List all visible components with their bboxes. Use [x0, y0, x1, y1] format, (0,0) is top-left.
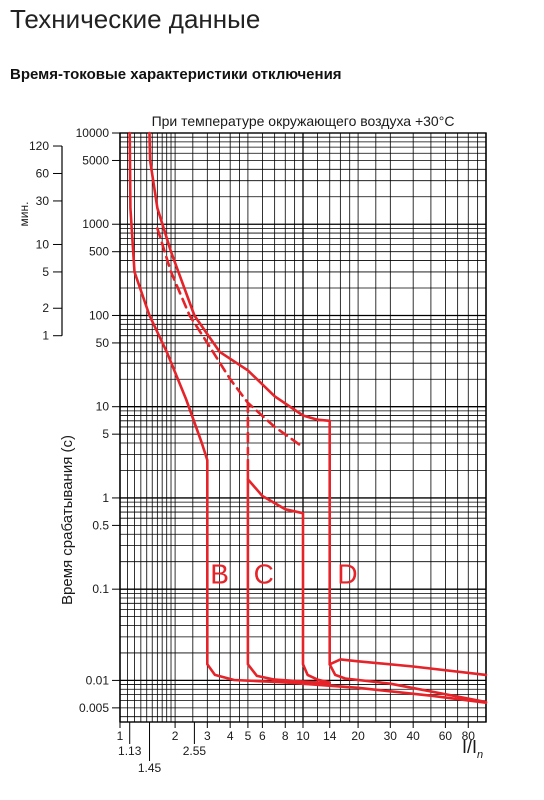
- x-tick-label: 20: [351, 729, 365, 743]
- x-tick-label: 3: [204, 729, 211, 743]
- y-axis-ticks: 10000 5000 1000 500 100 50 10 5 1 0.5 0.1 0.01 0.005: [76, 126, 120, 715]
- x-tick-label: 14: [323, 729, 337, 743]
- curves: [128, 131, 488, 704]
- y-tick-label: 0.5: [92, 518, 109, 532]
- y-tick-label: 5: [102, 427, 109, 441]
- curve-D-min: [246, 478, 331, 684]
- curve-upper: [148, 131, 488, 704]
- x-tick-label-low: 2.55: [183, 744, 207, 758]
- x-tick-label: 30: [384, 729, 398, 743]
- x-tick-label: 5: [245, 729, 252, 743]
- minutes-axis: мин. 120 60 30 10 5 2 1: [17, 139, 63, 343]
- x-axis-ticks: 1 2 3 4 5 6 8 10 14 20 30 40 60 80 1.13 1.45 2.55: [117, 722, 476, 775]
- x-axis-label-sub: n: [477, 749, 483, 761]
- curve-B-min: [128, 131, 488, 704]
- minutes-tick-label: 2: [42, 301, 49, 315]
- y-tick-label: 0.01: [86, 673, 110, 687]
- x-tick-label: 2: [172, 729, 179, 743]
- minutes-tick-label: 30: [36, 194, 50, 208]
- page-title: Технические данные: [10, 4, 261, 34]
- x-tick-label-low: 1.45: [138, 761, 162, 775]
- x-tick-label: 6: [259, 729, 266, 743]
- minutes-tick-label: 10: [36, 237, 50, 251]
- y-tick-label: 0.005: [79, 701, 109, 715]
- x-tick-label: 1: [117, 729, 124, 743]
- region-label-C: C: [254, 559, 274, 590]
- x-tick-label: 60: [439, 729, 453, 743]
- minutes-tick-label: 1: [42, 329, 49, 343]
- x-tick-label-low: 1.13: [118, 744, 142, 758]
- y-tick-label: 50: [96, 336, 110, 350]
- y-tick-label: 1: [102, 491, 109, 505]
- x-tick-label: 8: [282, 729, 289, 743]
- y-tick-label: 1000: [82, 217, 109, 231]
- chart-title-backdrop: [112, 111, 492, 130]
- y-tick-label: 500: [89, 245, 109, 259]
- x-tick-label: 4: [227, 729, 234, 743]
- y-tick-label: 5000: [82, 153, 109, 167]
- x-axis-label: I/In: [462, 737, 483, 761]
- curve-mid-dashed: [156, 227, 305, 449]
- curve-upper-tail: [328, 658, 488, 677]
- x-tick-label: 10: [296, 729, 310, 743]
- minutes-tick-label: 60: [36, 166, 50, 180]
- y-tick-label: 100: [89, 308, 109, 322]
- y-tick-label: 10: [96, 400, 110, 414]
- x-tick-label: 80: [462, 729, 476, 743]
- section-title: Время-токовые характеристики отключения: [10, 66, 342, 83]
- chart-title: При температуре окружающего воздуха +30°…: [152, 113, 455, 129]
- minutes-tick-label: 5: [42, 265, 49, 279]
- x-axis-label-text: I/I: [462, 737, 477, 757]
- x-tick-label: 40: [406, 729, 420, 743]
- curve-C-min: [246, 458, 331, 685]
- minutes-axis-label: мин.: [17, 202, 31, 227]
- y-tick-label: 10000: [76, 126, 110, 140]
- y-axis-label: Время срабатывания (с): [59, 435, 76, 605]
- region-label-D: D: [337, 559, 357, 590]
- y-tick-label: 0.1: [92, 582, 109, 596]
- region-label-B: B: [210, 559, 229, 590]
- minutes-tick-label: 120: [29, 139, 49, 153]
